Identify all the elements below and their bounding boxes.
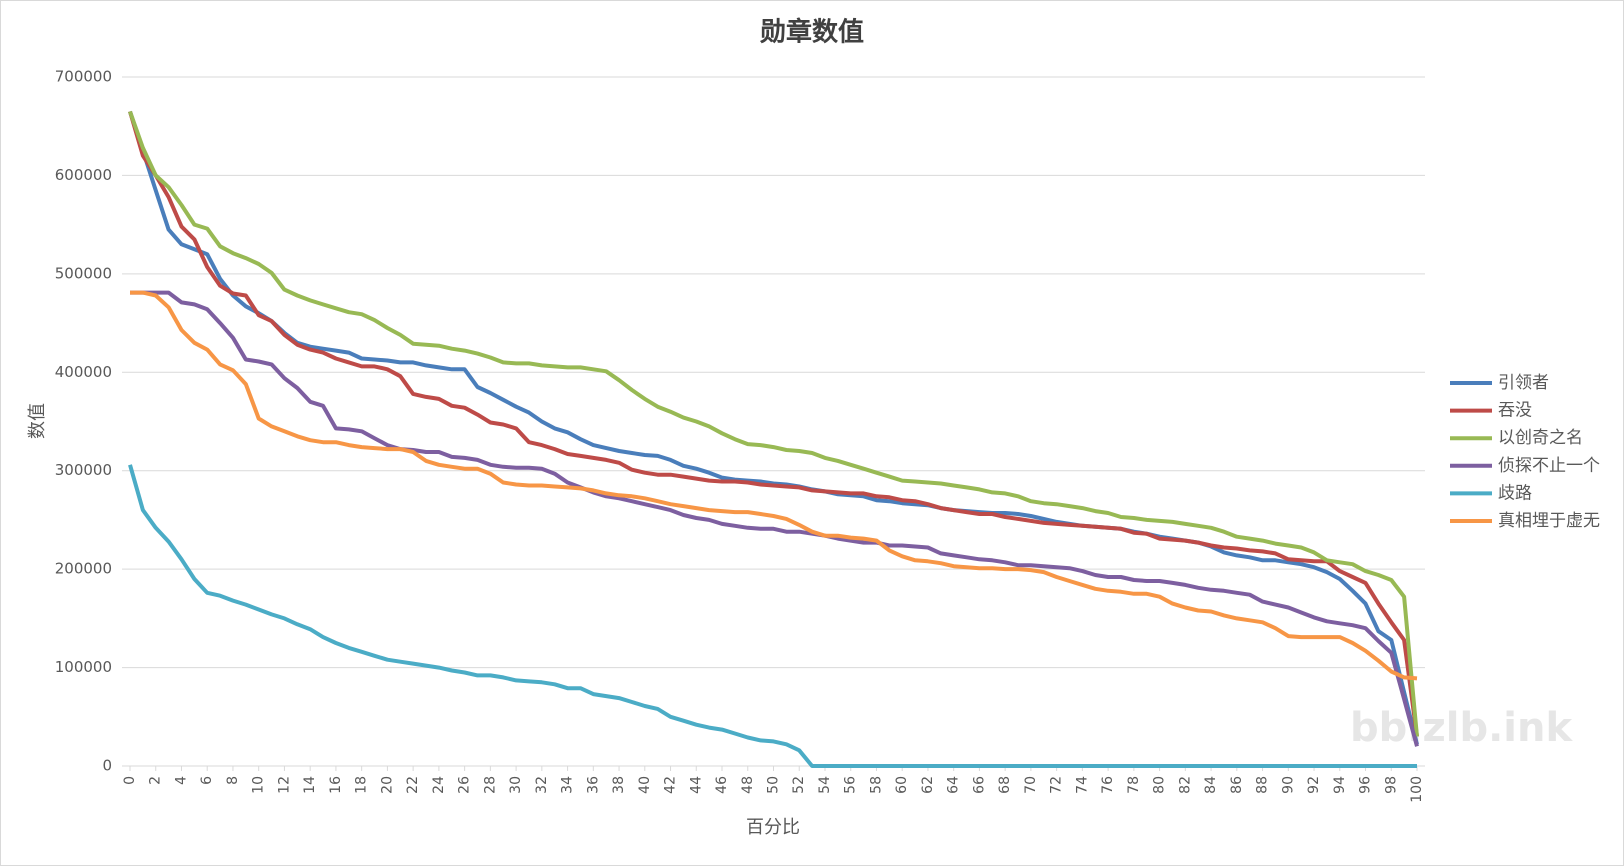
legend-label: 吞没: [1498, 401, 1532, 421]
x-tick-label: 22: [405, 776, 421, 794]
x-tick-label: 40: [637, 776, 653, 794]
x-tick-label: 36: [585, 776, 601, 794]
x-tick-label: 4: [173, 776, 189, 785]
legend-label: 以创奇之名: [1498, 428, 1583, 448]
x-tick-label: 44: [688, 776, 704, 794]
x-tick-label: 2: [148, 776, 164, 785]
x-tick-label: 30: [508, 776, 524, 794]
x-tick-label: 66: [971, 776, 987, 794]
x-tick-label: 54: [817, 776, 833, 794]
x-tick-label: 10: [251, 776, 267, 794]
x-tick-label: 26: [457, 776, 473, 794]
x-tick-label: 0: [122, 776, 138, 785]
y-tick-label: 600000: [55, 166, 112, 184]
y-tick-label: 300000: [55, 461, 112, 479]
y-tick-label: 200000: [55, 560, 112, 578]
x-tick-label: 68: [997, 776, 1013, 794]
x-tick-label: 60: [894, 776, 910, 794]
x-tick-label: 90: [1280, 776, 1296, 794]
x-tick-label: 78: [1126, 776, 1142, 794]
x-tick-label: 58: [868, 776, 884, 794]
legend-label: 真相埋于虚无: [1498, 511, 1600, 531]
x-tick-label: 72: [1049, 776, 1065, 794]
x-tick-label: 82: [1177, 776, 1193, 794]
y-tick-label: 400000: [55, 363, 112, 381]
series-line: [128, 464, 1417, 768]
chart-title: 勋章数值: [759, 17, 864, 48]
legend-label: 侦探不止一个: [1498, 456, 1600, 476]
x-tick-label: 100: [1409, 776, 1425, 803]
x-tick-label: 34: [560, 776, 576, 794]
series-line: [130, 290, 1419, 747]
x-tick-label: 50: [766, 776, 782, 794]
x-tick-label: 64: [946, 776, 962, 794]
x-tick-label: 94: [1332, 776, 1348, 794]
x-tick-label: 8: [225, 776, 241, 785]
x-tick-label: 14: [302, 776, 318, 794]
x-tick-label: 96: [1358, 776, 1374, 794]
x-tick-label: 6: [199, 776, 215, 785]
y-tick-label: 0: [102, 757, 112, 775]
x-tick-label: 18: [354, 776, 370, 794]
x-tick-label: 74: [1074, 776, 1090, 794]
watermark: bb.zlb.ink: [1350, 705, 1573, 751]
series-line: [130, 290, 1418, 681]
x-tick-label: 38: [611, 776, 627, 794]
x-tick-label: 48: [740, 776, 756, 794]
series-line: [128, 110, 1419, 737]
y-tick-label: 700000: [55, 68, 112, 86]
x-tick-label: 92: [1306, 776, 1322, 794]
x-tick-label: 28: [482, 776, 498, 794]
x-tick-label: 84: [1203, 776, 1219, 794]
x-tick-label: 70: [1023, 776, 1039, 794]
x-tick-label: 98: [1383, 776, 1399, 794]
x-axis-label: 百分比: [746, 817, 800, 838]
legend-label: 歧路: [1498, 483, 1532, 503]
y-tick-label: 500000: [55, 264, 112, 282]
x-tick-label: 62: [920, 776, 936, 794]
x-tick-label: 24: [431, 776, 447, 794]
x-tick-label: 42: [663, 776, 679, 794]
y-tick-label: 100000: [55, 658, 112, 676]
x-tick-label: 56: [843, 776, 859, 794]
x-tick-label: 16: [328, 776, 344, 794]
x-tick-label: 86: [1229, 776, 1245, 794]
x-tick-label: 20: [379, 776, 395, 794]
series-line: [128, 110, 1419, 737]
x-tick-label: 76: [1100, 776, 1116, 794]
x-tick-label: 52: [791, 776, 807, 794]
x-tick-label: 88: [1255, 776, 1271, 794]
x-tick-label: 80: [1152, 776, 1168, 794]
legend-label: 引领者: [1498, 373, 1549, 393]
y-axis-label: 数值: [27, 403, 48, 439]
x-tick-label: 32: [534, 776, 550, 794]
x-tick-label: 46: [714, 776, 730, 794]
x-tick-label: 12: [276, 776, 292, 794]
